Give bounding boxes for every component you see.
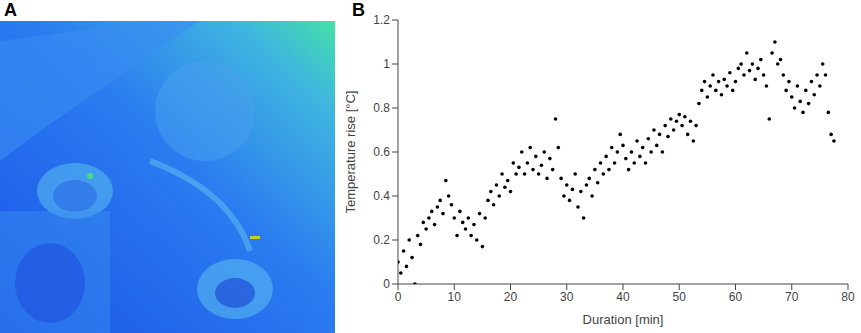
html-text:A: A	[4, 0, 17, 20]
svg-text:30: 30	[560, 290, 574, 304]
svg-text:60: 60	[729, 290, 743, 304]
svg-text:20: 20	[504, 290, 518, 304]
svg-text:40: 40	[616, 290, 630, 304]
svg-text:0.8: 0.8	[373, 101, 390, 115]
svg-text:10: 10	[448, 290, 462, 304]
svg-text:1.2: 1.2	[373, 13, 390, 27]
svg-text:70: 70	[785, 290, 799, 304]
svg-text:0: 0	[395, 290, 402, 304]
svg-text:0.2: 0.2	[373, 233, 390, 247]
svg-text:1: 1	[383, 57, 390, 71]
svg-text:0.6: 0.6	[373, 145, 390, 159]
svg-text:0: 0	[383, 277, 390, 291]
svg-text:Temperature rise [°C]: Temperature rise [°C]	[343, 91, 358, 214]
svg-text:0.4: 0.4	[373, 189, 390, 203]
svg-text:80: 80	[841, 290, 855, 304]
svg-text:Duration [min]: Duration [min]	[583, 312, 664, 327]
svg-text:50: 50	[673, 290, 687, 304]
html-text:B: B	[352, 0, 365, 20]
